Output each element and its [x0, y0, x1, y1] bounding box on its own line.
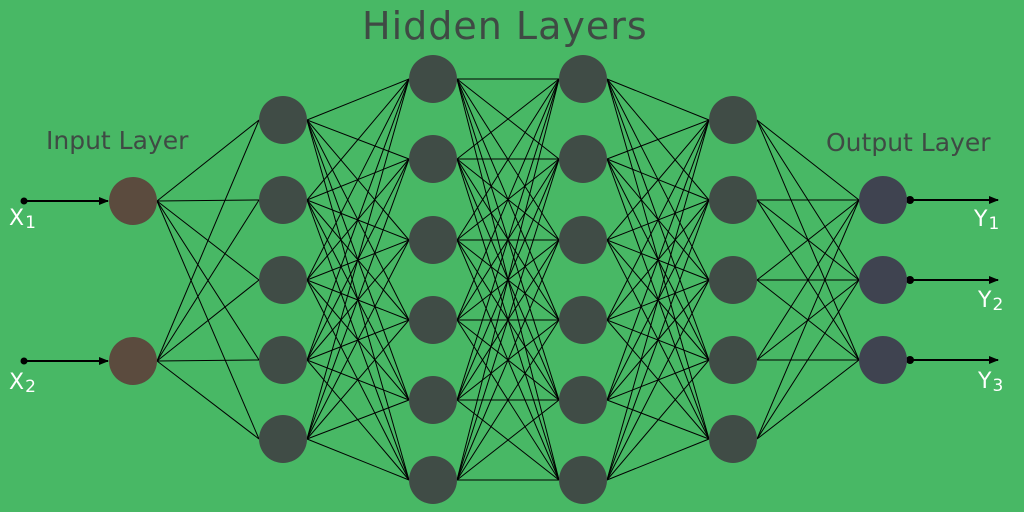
connection-edge [456, 78, 560, 481]
connection-edge [306, 158, 410, 440]
hidden-node [409, 216, 457, 264]
connection-edge [156, 199, 260, 362]
hidden-node [709, 176, 757, 224]
connection-edge [606, 119, 710, 241]
connection-edge [606, 119, 710, 401]
hidden-node [259, 415, 307, 463]
connection-edge [606, 119, 710, 321]
hidden-node [259, 336, 307, 384]
hidden-node [709, 336, 757, 384]
hidden-node [409, 296, 457, 344]
output-label-y3: Y3 [978, 369, 1003, 396]
hidden-layers-title: Hidden Layers [362, 4, 648, 48]
hidden-node [559, 55, 607, 103]
output-label-letter: Y [978, 288, 992, 313]
connection-edge [456, 399, 560, 481]
connection-edge [306, 78, 410, 361]
output-label-subscript: 2 [992, 295, 1004, 315]
connection-edge [306, 438, 410, 481]
connection-edge [306, 78, 410, 121]
connection-edge [606, 199, 710, 481]
connection-edge [756, 199, 860, 361]
connection-edge [456, 78, 560, 241]
input-layer-title: Input Layer [46, 126, 189, 155]
connection-edge [156, 360, 260, 440]
hidden-node [709, 96, 757, 144]
connection-edge [156, 279, 260, 362]
input-label-subscript: 1 [25, 213, 36, 233]
connection-edge [306, 399, 410, 440]
hidden-node [559, 216, 607, 264]
connection-edge [306, 78, 410, 201]
output-node [859, 336, 907, 384]
connection-edge [456, 158, 560, 481]
connection-edge [756, 119, 860, 201]
connection-edge [606, 119, 710, 481]
output-node [859, 176, 907, 224]
connection-edge [456, 78, 560, 401]
output-arrow-dot [906, 276, 914, 284]
output-label-subscript: 3 [992, 376, 1004, 396]
hidden-node [559, 376, 607, 424]
output-label-letter: Y [974, 207, 988, 232]
connection-edge [456, 78, 560, 160]
hidden-node [259, 96, 307, 144]
hidden-node [559, 456, 607, 504]
output-label-subscript: 1 [988, 214, 1000, 234]
output-node [859, 256, 907, 304]
connection-edge [756, 199, 860, 281]
connection-edge [456, 78, 560, 321]
connection-edge [156, 199, 260, 202]
connection-edge [606, 279, 710, 481]
connection-edge [456, 239, 560, 481]
connection-edge [156, 359, 260, 362]
input-node [109, 177, 157, 225]
connection-edge [756, 279, 860, 440]
output-arrow-dot [906, 196, 914, 204]
input-label-subscript: 2 [25, 377, 36, 397]
hidden-node [259, 256, 307, 304]
connection-edge [606, 78, 710, 121]
connection-edge [606, 119, 710, 160]
input-arrow-dot [20, 197, 28, 205]
connection-edge [756, 359, 860, 440]
input-label-letter: X [9, 206, 25, 231]
hidden-node [409, 55, 457, 103]
input-arrow-dot [20, 357, 28, 365]
output-arrow-dot [906, 356, 914, 364]
hidden-node [409, 456, 457, 504]
connection-edge [456, 319, 560, 481]
connection-edge [306, 239, 410, 440]
output-layer-title: Output Layer [826, 128, 991, 157]
input-node [109, 337, 157, 385]
hidden-node [709, 256, 757, 304]
connection-edge [756, 199, 860, 440]
connection-edge [306, 78, 410, 440]
input-label-x1: X1 [9, 206, 36, 233]
hidden-node [559, 296, 607, 344]
hidden-node [259, 176, 307, 224]
output-label-y1: Y1 [974, 207, 999, 234]
output-label-y2: Y2 [978, 288, 1003, 315]
connection-edge [156, 119, 260, 202]
connection-edge [306, 78, 410, 281]
output-label-letter: Y [978, 369, 992, 394]
connection-edge [156, 119, 260, 362]
hidden-node [709, 415, 757, 463]
hidden-node [409, 376, 457, 424]
connection-edge [306, 319, 410, 440]
input-label-x2: X2 [9, 370, 36, 397]
hidden-node [409, 135, 457, 183]
connection-edge [606, 359, 710, 481]
input-label-letter: X [9, 370, 25, 395]
hidden-node [559, 135, 607, 183]
connection-edge [606, 438, 710, 481]
